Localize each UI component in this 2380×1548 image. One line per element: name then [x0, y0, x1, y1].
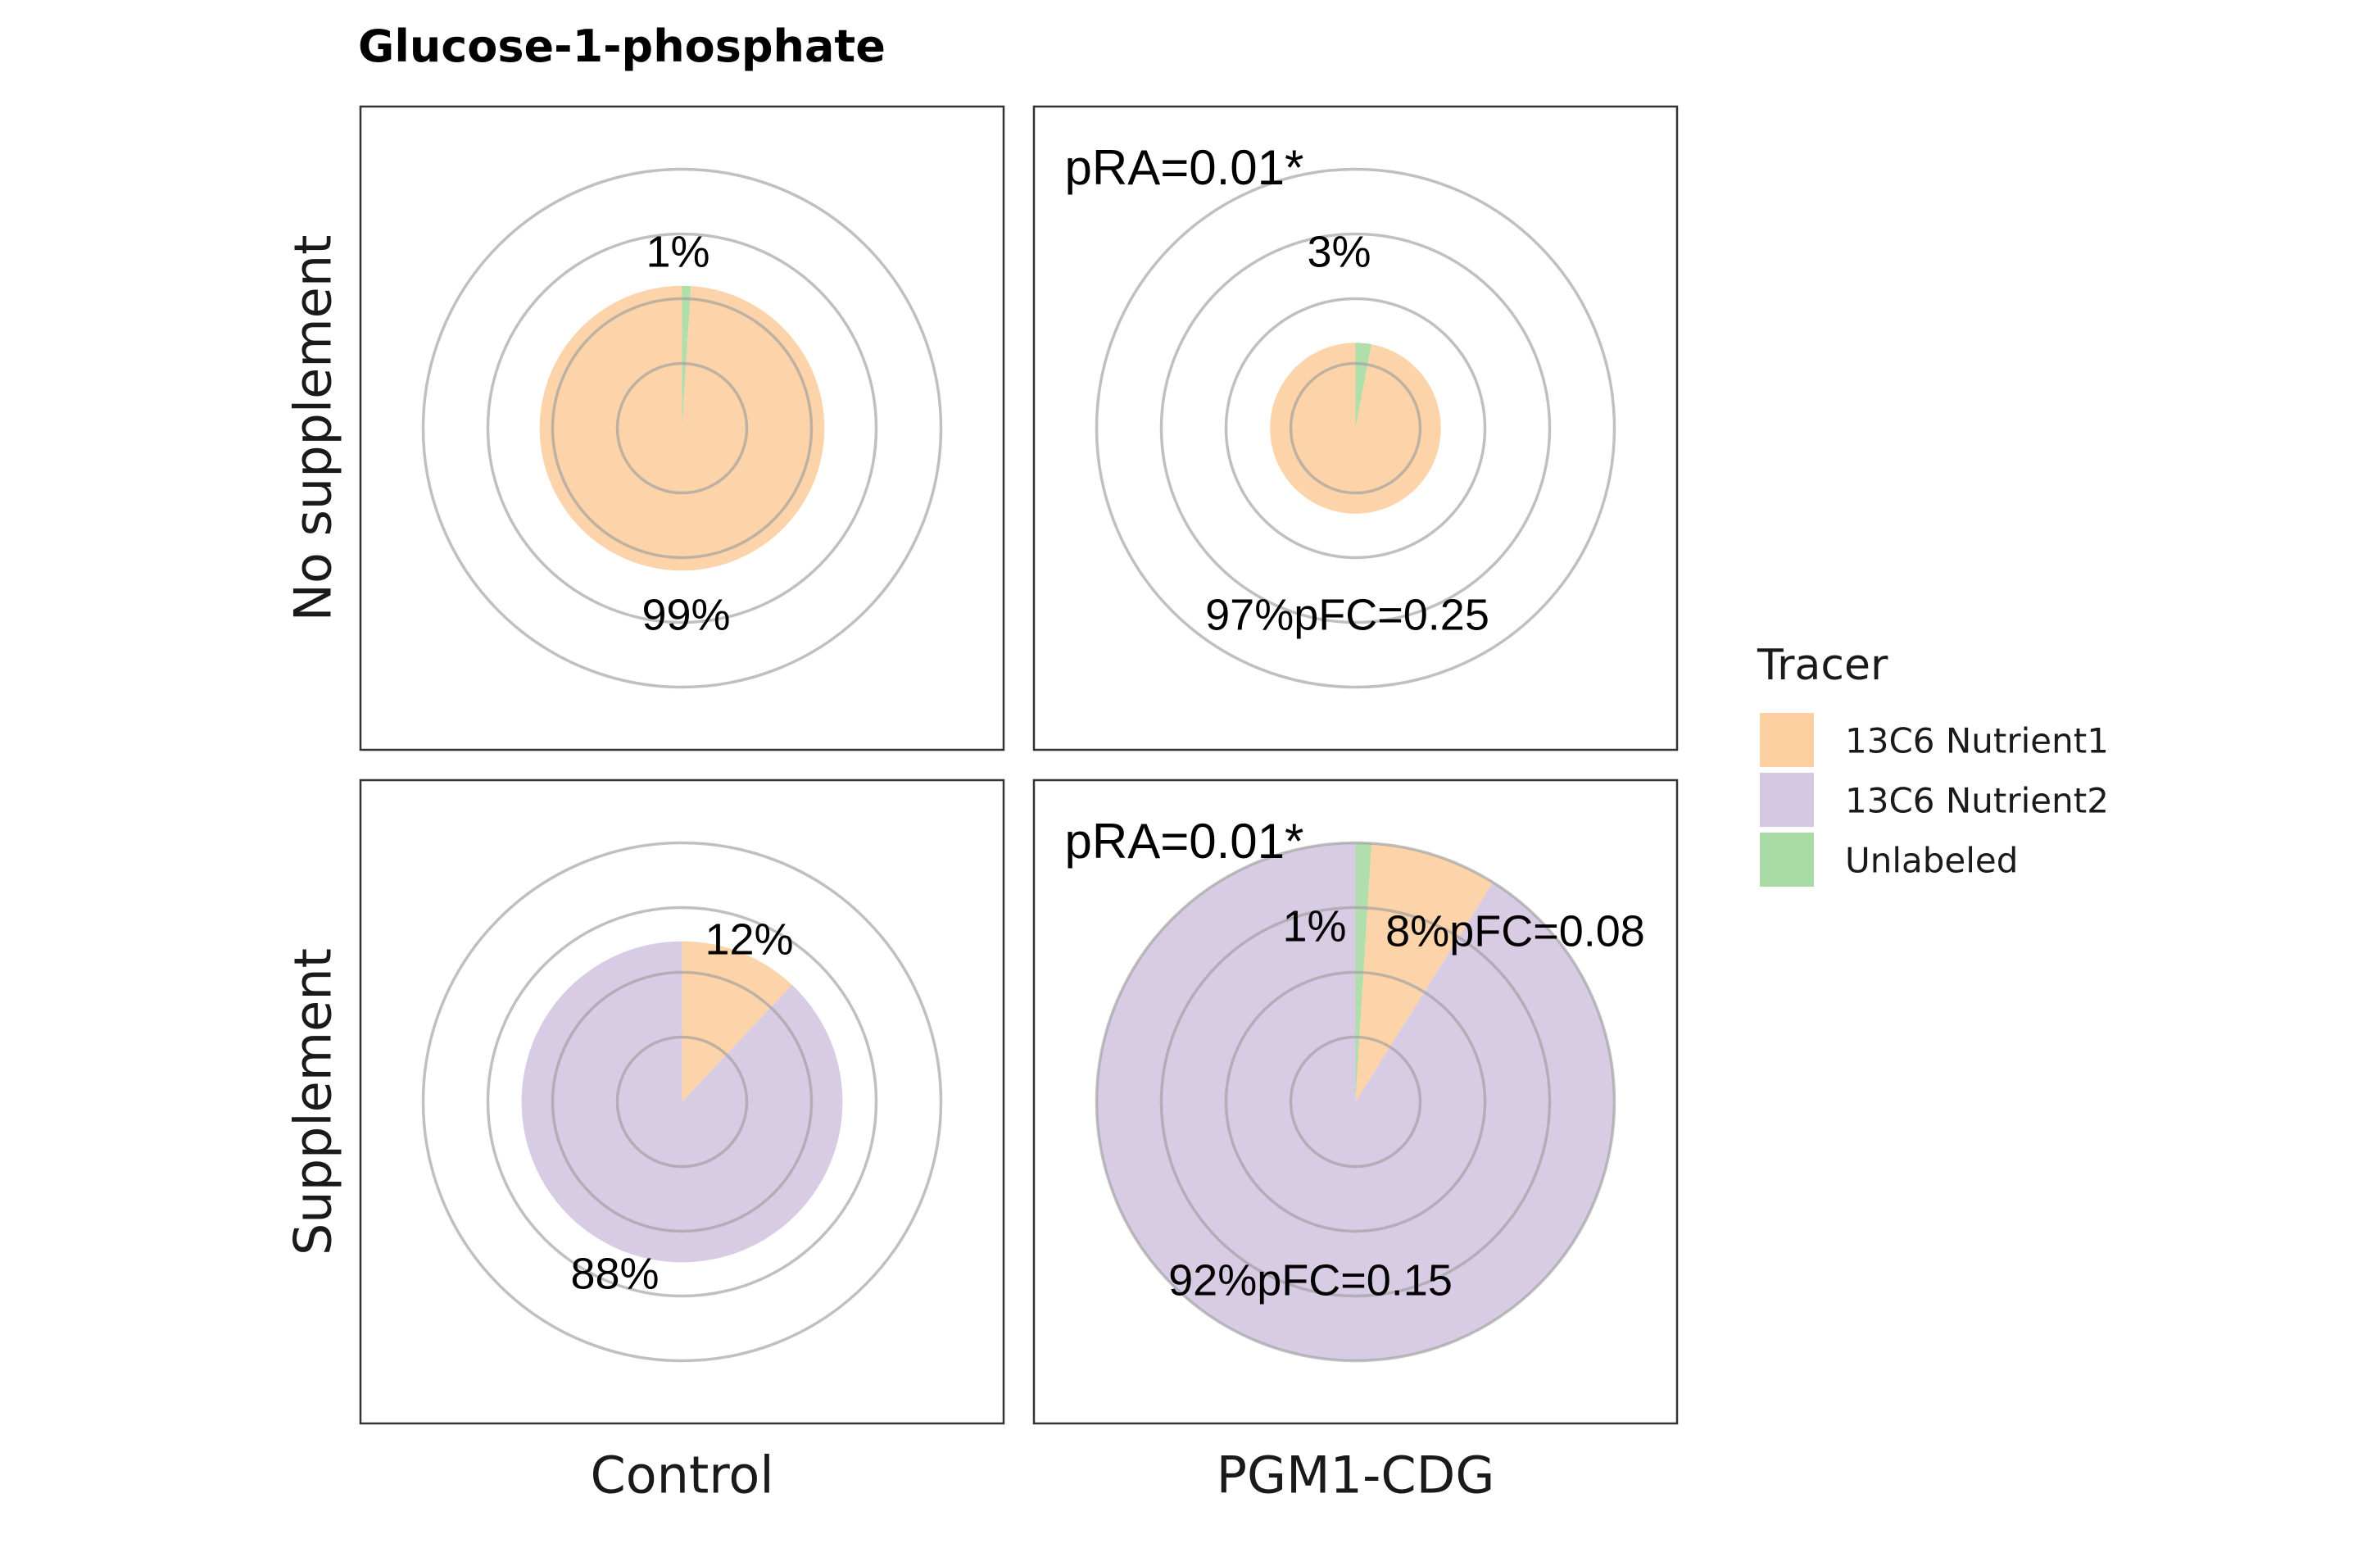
legend-swatch-13c6-nutrient2 — [1760, 773, 1814, 827]
slice-label: 99% — [641, 591, 730, 640]
legend-label: 13C6 Nutrient1 — [1845, 721, 2109, 761]
panel-annotation: pRA=0.01* — [1065, 814, 1304, 869]
column-label: PGM1-CDG — [1217, 1446, 1495, 1505]
panel-border — [1032, 779, 1679, 1425]
slice-label: 3% — [1307, 228, 1371, 277]
slice-label: 8%pFC=0.08 — [1385, 907, 1645, 956]
slice-label: 12% — [705, 915, 793, 965]
slice-13c6-nutrient1 — [682, 941, 792, 1102]
slice-label: 1% — [646, 228, 709, 277]
slice-13c6-nutrient2 — [1096, 842, 1615, 1361]
grid-ring — [1224, 297, 1487, 560]
panels-layer: 99%1%97%pFC=0.253%pRA=0.01*88%12%92%pFC=… — [359, 105, 1679, 1425]
grid-ring — [1159, 906, 1552, 1298]
grid-ring — [551, 970, 814, 1233]
legend-swatch-13c6-nutrient1 — [1760, 713, 1814, 767]
legend-swatch-unlabeled — [1760, 833, 1814, 887]
panel-border — [1032, 105, 1679, 751]
panel-supplement-control: 88% 12% — [359, 779, 1005, 1425]
legend-label: Unlabeled — [1845, 841, 2018, 881]
panel-border — [359, 779, 1005, 1425]
panel-annotation: pRA=0.01* — [1065, 140, 1304, 195]
legend-title: Tracer — [1757, 641, 1888, 690]
panel-no-supplement-control: 99% 1% — [359, 105, 1005, 751]
grid-ring — [1095, 167, 1616, 689]
slice-label: 97%pFC=0.25 — [1205, 591, 1489, 640]
panel-supplement-pgm1-cdg: 92%pFC=0.15 8%pFC=0.08 1% pRA=0.01* — [1032, 779, 1679, 1425]
legend-label: 13C6 Nutrient2 — [1845, 781, 2109, 821]
slice-13c6-nutrient2 — [521, 941, 843, 1263]
grid-ring — [421, 841, 943, 1363]
slice-label: 88% — [570, 1250, 659, 1299]
row-label: Supplement — [283, 948, 343, 1255]
grid-ring — [1095, 841, 1616, 1363]
column-label: Control — [590, 1446, 773, 1505]
grid-ring — [615, 361, 749, 495]
legend: Tracer 13C6 Nutrient1 13C6 Nutrient2 Unlabe… — [1757, 641, 2109, 887]
chart-title: Glucose-1-phosphate — [358, 20, 886, 72]
facet-strips: Control PGM1-CDG No supplement Supplement — [283, 235, 1495, 1505]
slice-unlabeled — [682, 285, 691, 429]
grid-ring — [615, 1035, 749, 1169]
grid-ring — [421, 167, 943, 689]
slice-13c6-nutrient1 — [1270, 343, 1441, 514]
slice-13c6-nutrient1 — [539, 285, 825, 571]
grid-ring — [486, 232, 878, 624]
slice-label: 1% — [1282, 902, 1346, 951]
grid-ring — [551, 297, 814, 560]
panel-border — [359, 105, 1005, 751]
grid-ring — [486, 906, 878, 1298]
slice-13c6-nutrient1 — [1355, 843, 1494, 1102]
grid-ring — [1159, 232, 1552, 624]
grid-ring — [1289, 1035, 1422, 1169]
slice-label: 92%pFC=0.15 — [1168, 1256, 1453, 1305]
grid-ring — [1289, 361, 1422, 495]
panel-no-supplement-pgm1-cdg: 97%pFC=0.25 3%pRA=0.01* — [1032, 105, 1679, 751]
row-label: No supplement — [283, 235, 343, 622]
grid-ring — [1224, 970, 1487, 1233]
